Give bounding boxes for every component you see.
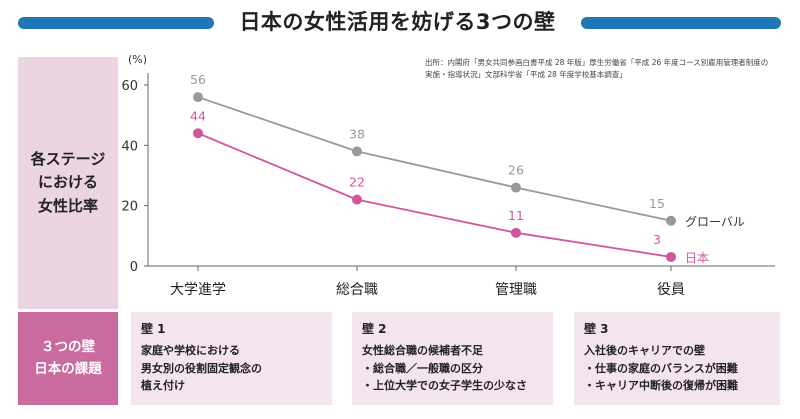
data-point-s1-2 <box>511 227 521 238</box>
wall-1-line-1: 家庭や学校における <box>141 344 240 357</box>
side-panel-walls-label: ３つの壁 日本の課題 <box>34 338 102 377</box>
data-point-s1-0 <box>193 128 203 139</box>
side-panel-stage-ratio: 各ステージ における 女性比率 <box>18 57 118 309</box>
wall-3-line-3: ・キャリア中断後の復帰が困難 <box>584 379 738 393</box>
source-note: 出所：内閣府「男女共同参画白書平成 28 年版」厚生労働省「平成 26 年度コー… <box>425 57 785 80</box>
wall-2-line-2: ・総合職／一般職の区分 <box>362 361 483 375</box>
wall-3-title: 壁 3 <box>584 322 609 336</box>
y-tick-label-2: 40 <box>121 139 138 154</box>
data-point-s0-0 <box>193 92 203 103</box>
data-label-s1-0: 44 <box>190 108 206 123</box>
y-tick-label-1: 20 <box>121 200 138 215</box>
x-tick-label-0: 大学進学 <box>170 282 226 298</box>
title-bar-right <box>581 17 781 29</box>
side-panel-walls: ３つの壁 日本の課題 <box>18 312 118 405</box>
wall-1-line-3: 植え付け <box>141 379 185 393</box>
data-label-s1-3: 3 <box>653 232 661 247</box>
data-label-s0-1: 38 <box>349 126 365 141</box>
wall-card-3: 壁 3 入社後のキャリアでの壁 ・仕事の家庭のバランスが困難 ・キャリア中断後の… <box>574 312 780 405</box>
data-point-s0-1 <box>352 146 362 157</box>
series-name-label-0: グローバル <box>685 215 745 229</box>
x-tick-label-1: 総合職 <box>336 282 378 298</box>
series-line-1 <box>197 132 672 258</box>
data-point-s1-3 <box>666 251 676 262</box>
wall-card-1: 壁 1 家庭や学校における 男女別の役割固定観念の 植え付け <box>131 312 332 405</box>
wall-3-line-2: ・仕事の家庭のバランスが困難 <box>584 361 738 375</box>
wall-card-2: 壁 2 女性総合職の候補者不足 ・総合職／一般職の区分 ・上位大学での女子学生の… <box>352 312 553 405</box>
data-point-s1-1 <box>352 194 362 205</box>
data-label-s0-2: 26 <box>508 163 524 178</box>
wall-2-line-3: ・上位大学での女子学生の少なさ <box>362 379 527 393</box>
wall-1-title: 壁 1 <box>141 322 166 336</box>
wall-1-line-2: 男女別の役割固定観念の <box>141 361 262 375</box>
data-label-s0-3: 15 <box>649 196 665 211</box>
series-name-label-1: 日本 <box>685 251 709 265</box>
page-title: 日本の女性活用を妨げる3つの壁 <box>239 10 556 34</box>
y-tick-label-0: 0 <box>130 260 138 275</box>
wall-3-line-1: 入社後のキャリアでの壁 <box>584 344 705 357</box>
source-line-2: 実施・指導状況」文部科学省「平成 28 年度学校基本調査」 <box>425 69 627 79</box>
y-axis-unit-label: (%) <box>128 53 147 66</box>
data-label-s1-1: 22 <box>349 175 365 190</box>
data-label-s0-0: 56 <box>190 72 206 87</box>
source-line-1: 出所：内閣府「男女共同参画白書平成 28 年版」厚生労働省「平成 26 年度コー… <box>425 58 769 67</box>
title-bar-left <box>18 17 214 29</box>
y-tick-label-3: 60 <box>121 79 138 94</box>
data-label-s1-2: 11 <box>508 208 524 223</box>
series-line-0 <box>197 96 672 222</box>
x-tick-label-3: 役員 <box>657 282 685 298</box>
line-chart: 0 20 40 60 (%) 大学進学 総合職 管理職 役員 56 38 26 15 グローバル 44 22 1… <box>121 53 775 298</box>
data-point-s0-3 <box>666 215 676 226</box>
wall-2-line-1: 女性総合職の候補者不足 <box>362 344 483 357</box>
side-panel-stage-ratio-label: 各ステージ における 女性比率 <box>30 150 106 215</box>
data-point-s0-2 <box>511 182 521 193</box>
x-tick-label-2: 管理職 <box>495 282 537 298</box>
wall-2-title: 壁 2 <box>362 322 387 336</box>
